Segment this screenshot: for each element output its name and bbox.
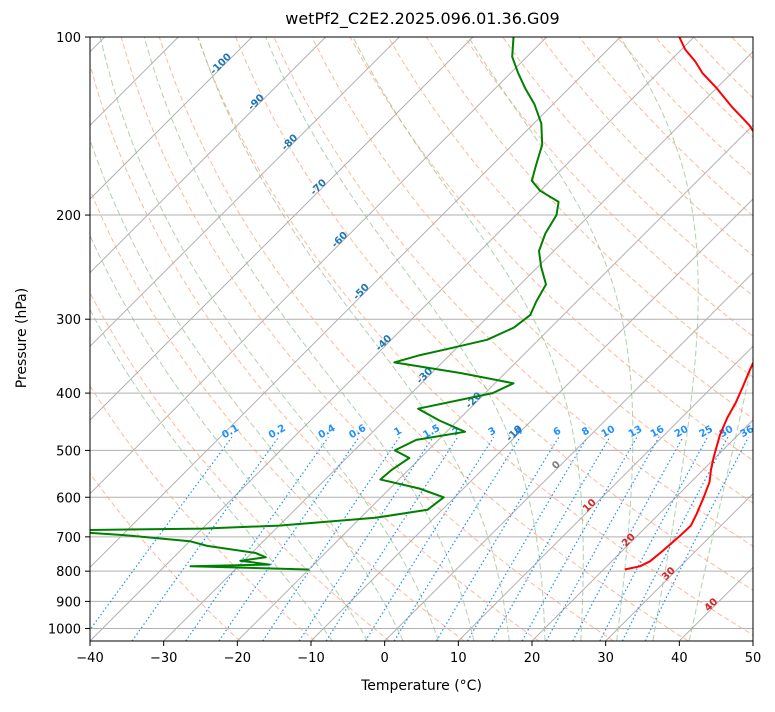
isotherm-40: [679, 37, 775, 641]
x-tick-label: 40: [671, 651, 688, 666]
x-tick-label: 0: [381, 651, 389, 666]
y-tick-label: 500: [56, 444, 81, 459]
y-tick-label: 200: [56, 209, 81, 224]
dewpoint-profile-line: [53, 37, 558, 570]
isotherm-label: 20: [620, 532, 638, 550]
isotherm--90: [0, 37, 326, 641]
isotherm-label: -70: [309, 177, 330, 198]
isotherm-20: [532, 37, 775, 641]
isotherm-label: 40: [703, 596, 721, 614]
y-tick-label: 100: [56, 31, 81, 46]
y-tick-label: 900: [56, 595, 81, 610]
moist-adiabat-30: [469, 37, 633, 641]
mixing-ratio-line-3: [365, 437, 493, 641]
mixing-ratio-line-0.6: [219, 437, 359, 641]
y-tick-label: 700: [56, 531, 81, 546]
mixing-ratio-line-2: [326, 437, 458, 641]
dry-adiabat-330: [236, 37, 775, 641]
mixing-ratio-label: 0.1: [220, 423, 241, 441]
chart-title: wetPf2_C2E2.2025.096.01.36.G09: [0, 9, 775, 28]
mixing-ratio-label: 1: [392, 426, 404, 439]
isotherm--80: [0, 37, 399, 641]
dry-adiabat-270: [7, 37, 390, 641]
y-tick-label: 300: [56, 313, 81, 328]
isotherm--100: [0, 37, 252, 641]
isotherm-label: -20: [464, 391, 485, 412]
mixing-ratio-line-25: [600, 437, 708, 641]
y-axis-title: Pressure (hPa): [14, 288, 30, 388]
isotherm-label: -100: [208, 52, 234, 78]
x-tick-label: −40: [76, 651, 103, 666]
dry-adiabat-450: [694, 37, 775, 641]
isotherm--30: [164, 37, 768, 641]
x-tick-label: −30: [150, 651, 177, 666]
isotherm-label: 10: [581, 497, 599, 515]
isotherm-label: -40: [374, 333, 395, 354]
dry-adiabat-250: [0, 37, 240, 641]
isotherm--60: [0, 37, 547, 641]
mixing-ratio-label: 25: [697, 424, 715, 441]
y-tick-label: 1000: [48, 622, 81, 637]
mixing-ratio-label: 8: [580, 426, 592, 439]
mixing-ratio-line-10: [492, 437, 609, 641]
x-tick-label: 10: [450, 651, 467, 666]
x-tick-label: 20: [524, 651, 541, 666]
mixing-ratio-line-0.4: [186, 437, 328, 641]
dry-adiabat-370: [388, 37, 775, 641]
y-tick-label: 400: [56, 387, 81, 402]
mixing-ratio-label: 0.4: [317, 423, 338, 441]
mixing-ratio-line-1: [263, 437, 400, 641]
mixing-ratio-label: 6: [552, 426, 564, 439]
temperature-profile-line: [625, 37, 775, 570]
x-tick-label: 50: [745, 651, 762, 666]
dry-adiabat-360: [350, 37, 775, 641]
isotherm-label: 0: [550, 459, 563, 472]
moist-adiabat--10: [4, 37, 332, 641]
isotherm-50: [753, 37, 775, 641]
isotherm-label: -10: [504, 424, 525, 445]
isotherm-10: [458, 37, 775, 641]
isotherm-label: -80: [280, 133, 301, 154]
mixing-ratio-label: 16: [649, 424, 667, 441]
isotherm-label: -90: [246, 92, 267, 113]
x-tick-label: −10: [297, 651, 324, 666]
mixing-ratio-label: 0.6: [347, 423, 368, 441]
mixing-ratio-label: 13: [627, 424, 645, 441]
isotherm-label: -60: [330, 230, 351, 251]
dry-adiabat-380: [426, 37, 775, 641]
dry-adiabat-440: [655, 37, 775, 641]
mixing-ratio-label: 3: [487, 426, 499, 439]
x-axis-title: Temperature (°C): [90, 678, 753, 694]
dry-adiabat-470: [770, 37, 775, 641]
dry-adiabat-390: [465, 37, 775, 641]
isotherm-label: -50: [351, 282, 372, 303]
dry-adiabat-320: [198, 37, 763, 641]
dry-adiabat-340: [274, 37, 775, 641]
isotherm-label: 30: [660, 565, 678, 583]
isotherm-0: [385, 37, 775, 641]
dry-adiabat-260: [0, 37, 315, 641]
dry-adiabat-290: [83, 37, 539, 641]
y-tick-label: 600: [56, 491, 81, 506]
y-tick-label: 800: [56, 565, 81, 580]
mixing-ratio-line-36: [645, 437, 748, 641]
moist-adiabat-40: [689, 37, 775, 641]
mixing-ratio-line-8: [468, 437, 588, 641]
isotherm--50: [16, 37, 620, 641]
x-tick-label: 30: [597, 651, 614, 666]
x-tick-label: −20: [224, 651, 251, 666]
moist-adiabat--5: [32, 37, 368, 641]
